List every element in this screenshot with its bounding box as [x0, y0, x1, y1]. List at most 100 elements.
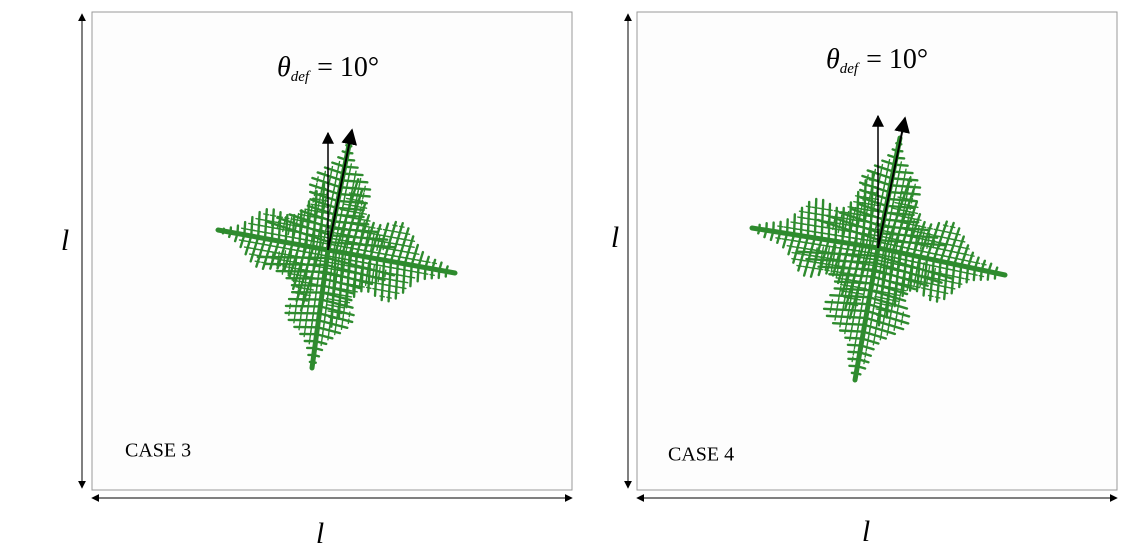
height-label: l — [61, 224, 69, 257]
case-label: CASE 3 — [125, 440, 191, 462]
dendrite-branch — [875, 195, 876, 199]
dendrite-branch — [981, 270, 982, 280]
dendrite-branch — [928, 289, 931, 290]
dendrite-branch — [381, 235, 385, 236]
dendrite-branch — [853, 217, 854, 221]
dendrite-branch — [949, 275, 954, 276]
dendrite-branch — [330, 319, 331, 324]
dendrite-branch — [875, 332, 876, 335]
dendrite-branch — [922, 271, 923, 276]
dendrite-branch — [870, 193, 871, 196]
dendrite-branch — [353, 181, 354, 185]
dendrite-branch — [839, 293, 840, 296]
dendrite-branch — [816, 248, 817, 253]
relation: = 10° — [317, 52, 379, 83]
dendrite-branch — [409, 259, 413, 260]
dendrite-branch — [810, 255, 815, 256]
dendrite-branch — [865, 203, 871, 204]
dendrite-branch — [922, 237, 923, 241]
dendrite-branch — [297, 217, 298, 220]
dendrite-branch — [957, 277, 960, 278]
dendrite-branch — [798, 247, 802, 248]
dendrite-branch — [890, 313, 891, 318]
dendrite-branch — [955, 234, 957, 235]
dendrite-branch — [284, 220, 285, 223]
dendrite-branch — [335, 284, 336, 289]
dendrite-branch — [848, 359, 858, 360]
dendrite-branch — [368, 262, 369, 268]
dendrite-branch — [843, 218, 846, 219]
dendrite-branch — [931, 235, 935, 236]
subscript: def — [840, 61, 860, 77]
height-label: l — [611, 221, 619, 254]
dendrite-branch — [399, 244, 404, 245]
dendrite-branch — [841, 215, 842, 220]
dendrite-branch — [343, 174, 362, 176]
dendrite-branch — [339, 300, 340, 304]
dendrite-branch — [956, 271, 960, 272]
dendrite-branch — [412, 253, 415, 254]
dendrite-branch — [277, 225, 278, 228]
dendrite-branch — [820, 260, 821, 265]
dendrite-branch — [324, 316, 325, 322]
dendrite-branch — [869, 200, 870, 203]
symbol: θ — [277, 52, 291, 83]
dendrite-branch — [897, 179, 898, 184]
dendrite-branch — [349, 202, 350, 206]
dendrite-branch — [847, 215, 848, 218]
dendrite-branch — [368, 231, 369, 234]
dendrite-branch — [809, 219, 813, 220]
dendrite-branch — [949, 282, 952, 283]
dendrite-branch — [855, 299, 860, 300]
dendrite-branch — [343, 269, 344, 276]
dendrite-branch — [959, 259, 963, 260]
dendrite-branch — [372, 282, 376, 283]
dendrite-branch — [355, 174, 356, 177]
dendrite-branch — [316, 287, 317, 293]
dendrite-branch — [851, 328, 852, 331]
dendrite-branch — [801, 224, 805, 225]
dendrite-branch — [940, 271, 941, 275]
dendrite-branch — [354, 209, 355, 212]
dendrite-branch — [259, 225, 263, 226]
dendrite-branch — [280, 260, 283, 261]
dendrite-branch — [856, 335, 857, 338]
dendrite-branch — [286, 306, 320, 307]
dendrite-branch — [325, 308, 326, 315]
dendrite-branch — [944, 238, 948, 239]
dendrite-branch — [868, 337, 869, 340]
dendrite-branch — [833, 323, 865, 325]
dendrite-branch — [316, 216, 317, 220]
dendrite-branch — [317, 209, 318, 212]
dendrite-branch — [372, 239, 373, 243]
dendrite-branch — [309, 294, 310, 299]
dendrite-branch — [305, 282, 306, 286]
dendrite-branch — [964, 273, 967, 274]
dendrite-branch — [259, 231, 264, 232]
dendrite-branch — [334, 291, 335, 296]
dendrite-branch — [307, 308, 308, 313]
dendrite-branch — [849, 270, 850, 275]
dendrite-branch — [318, 271, 319, 278]
dendrite-branch — [350, 195, 351, 200]
width-label: l — [862, 515, 870, 548]
dendrite-branch — [325, 197, 326, 201]
dendrite-branch — [837, 306, 838, 310]
dendrite-branch — [842, 313, 843, 317]
dendrite-branch — [962, 254, 965, 255]
dendrite-branch — [896, 214, 897, 218]
dendrite-branch — [933, 244, 934, 247]
dendrite-branch — [296, 257, 297, 264]
dendrite-branch — [323, 211, 324, 215]
dendrite-branch — [898, 303, 899, 306]
dendrite-branch — [902, 281, 903, 285]
dendrite-branch — [249, 242, 253, 243]
dendrite-branch — [808, 225, 814, 226]
dendrite-branch — [330, 177, 331, 181]
dendrite-branch — [902, 186, 903, 191]
dendrite-branch — [285, 251, 286, 257]
dendrite-branch — [838, 299, 839, 303]
dendrite-branch — [838, 263, 839, 268]
dendrite-branch — [893, 300, 894, 304]
dendrite-branch — [902, 214, 903, 217]
